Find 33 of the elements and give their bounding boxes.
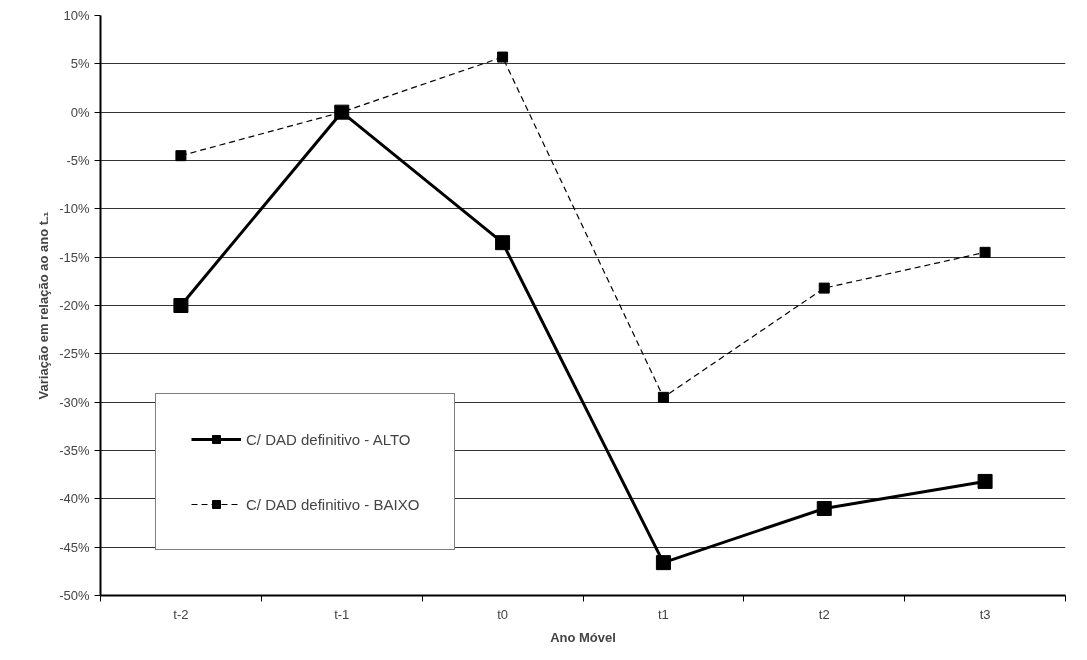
point: [497, 51, 509, 63]
x-tick-label: t1: [658, 606, 669, 622]
y-tick-label: 10%: [63, 8, 90, 23]
y-tick-label: -45%: [59, 539, 90, 555]
point: [818, 282, 830, 294]
point: [816, 501, 832, 516]
point: [175, 150, 187, 162]
legend-label: C/ DAD definitivo - ALTO: [246, 430, 411, 448]
y-tick-label: 5%: [70, 56, 90, 72]
y-tick-label: -10%: [59, 201, 90, 217]
y-tick-label: -50%: [59, 588, 90, 603]
y-tick-label: -30%: [59, 394, 90, 410]
x-tick-label: t0: [497, 606, 509, 622]
point: [655, 555, 671, 571]
y-tick-label: -40%: [59, 491, 90, 507]
point: [977, 473, 993, 489]
y-tick-label: -15%: [59, 249, 90, 265]
x-tick-label: t-2: [173, 606, 189, 622]
x-axis-title: Ano Móvel: [550, 629, 616, 645]
y-tick-label: -35%: [59, 443, 90, 458]
point: [979, 246, 991, 258]
x-tick-label: t2: [818, 606, 830, 622]
y-axis-title: Variação em relação ao ano t₋₁: [36, 211, 52, 400]
y-tick-label: -5%: [66, 153, 90, 168]
y-tick-label: 0%: [70, 104, 90, 120]
legend-label: C/ DAD definitivo - BAIXO: [246, 495, 420, 513]
point: [495, 235, 511, 251]
y-tick-label: -25%: [59, 346, 90, 362]
x-tick-label: t3: [979, 606, 991, 622]
point: [173, 298, 189, 313]
y-tick-label: -20%: [59, 298, 90, 313]
x-tick-label: t-1: [334, 606, 350, 622]
point: [657, 391, 669, 403]
